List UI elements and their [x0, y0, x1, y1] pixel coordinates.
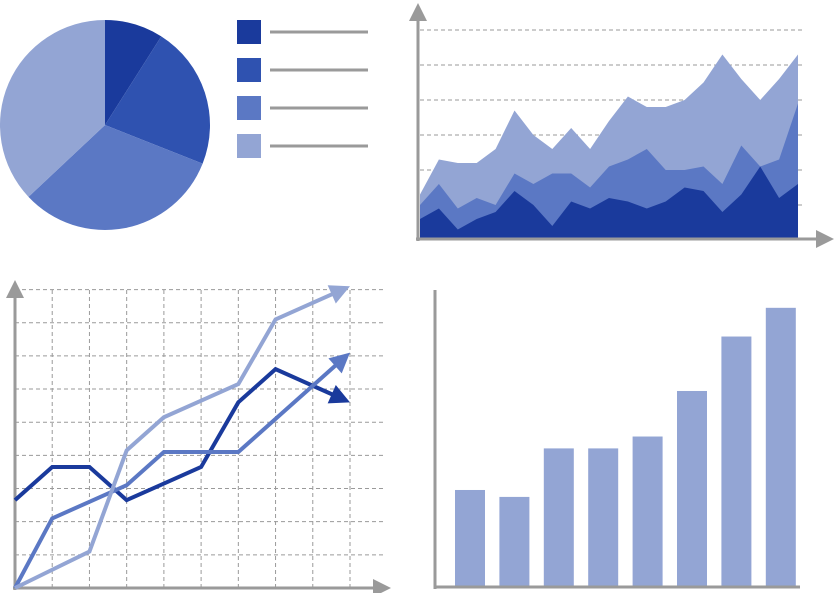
bar — [588, 448, 619, 587]
legend-swatch — [237, 58, 261, 82]
bar — [765, 307, 796, 587]
legend-swatch — [237, 96, 261, 120]
pie-slice — [28, 125, 203, 231]
bar — [632, 436, 663, 587]
line-arrow — [328, 352, 350, 374]
area — [420, 166, 798, 240]
axis-arrow — [373, 579, 391, 593]
axis-arrow — [6, 280, 24, 298]
bar — [677, 390, 707, 587]
legend-swatch — [237, 134, 261, 158]
bar — [721, 336, 752, 587]
line-arrow — [327, 285, 350, 304]
line-arrow — [327, 385, 350, 404]
bar — [455, 489, 485, 587]
legend-swatch — [237, 20, 261, 44]
pie-slice — [105, 20, 162, 125]
pie-slice — [0, 20, 106, 197]
axis-arrow — [816, 230, 834, 248]
pie-slice — [105, 36, 210, 164]
line — [13, 360, 341, 589]
legend-lines — [270, 30, 368, 148]
bar — [499, 496, 530, 587]
bar — [543, 448, 574, 587]
line — [13, 366, 339, 503]
axis-arrow — [409, 3, 427, 21]
line — [14, 290, 339, 590]
